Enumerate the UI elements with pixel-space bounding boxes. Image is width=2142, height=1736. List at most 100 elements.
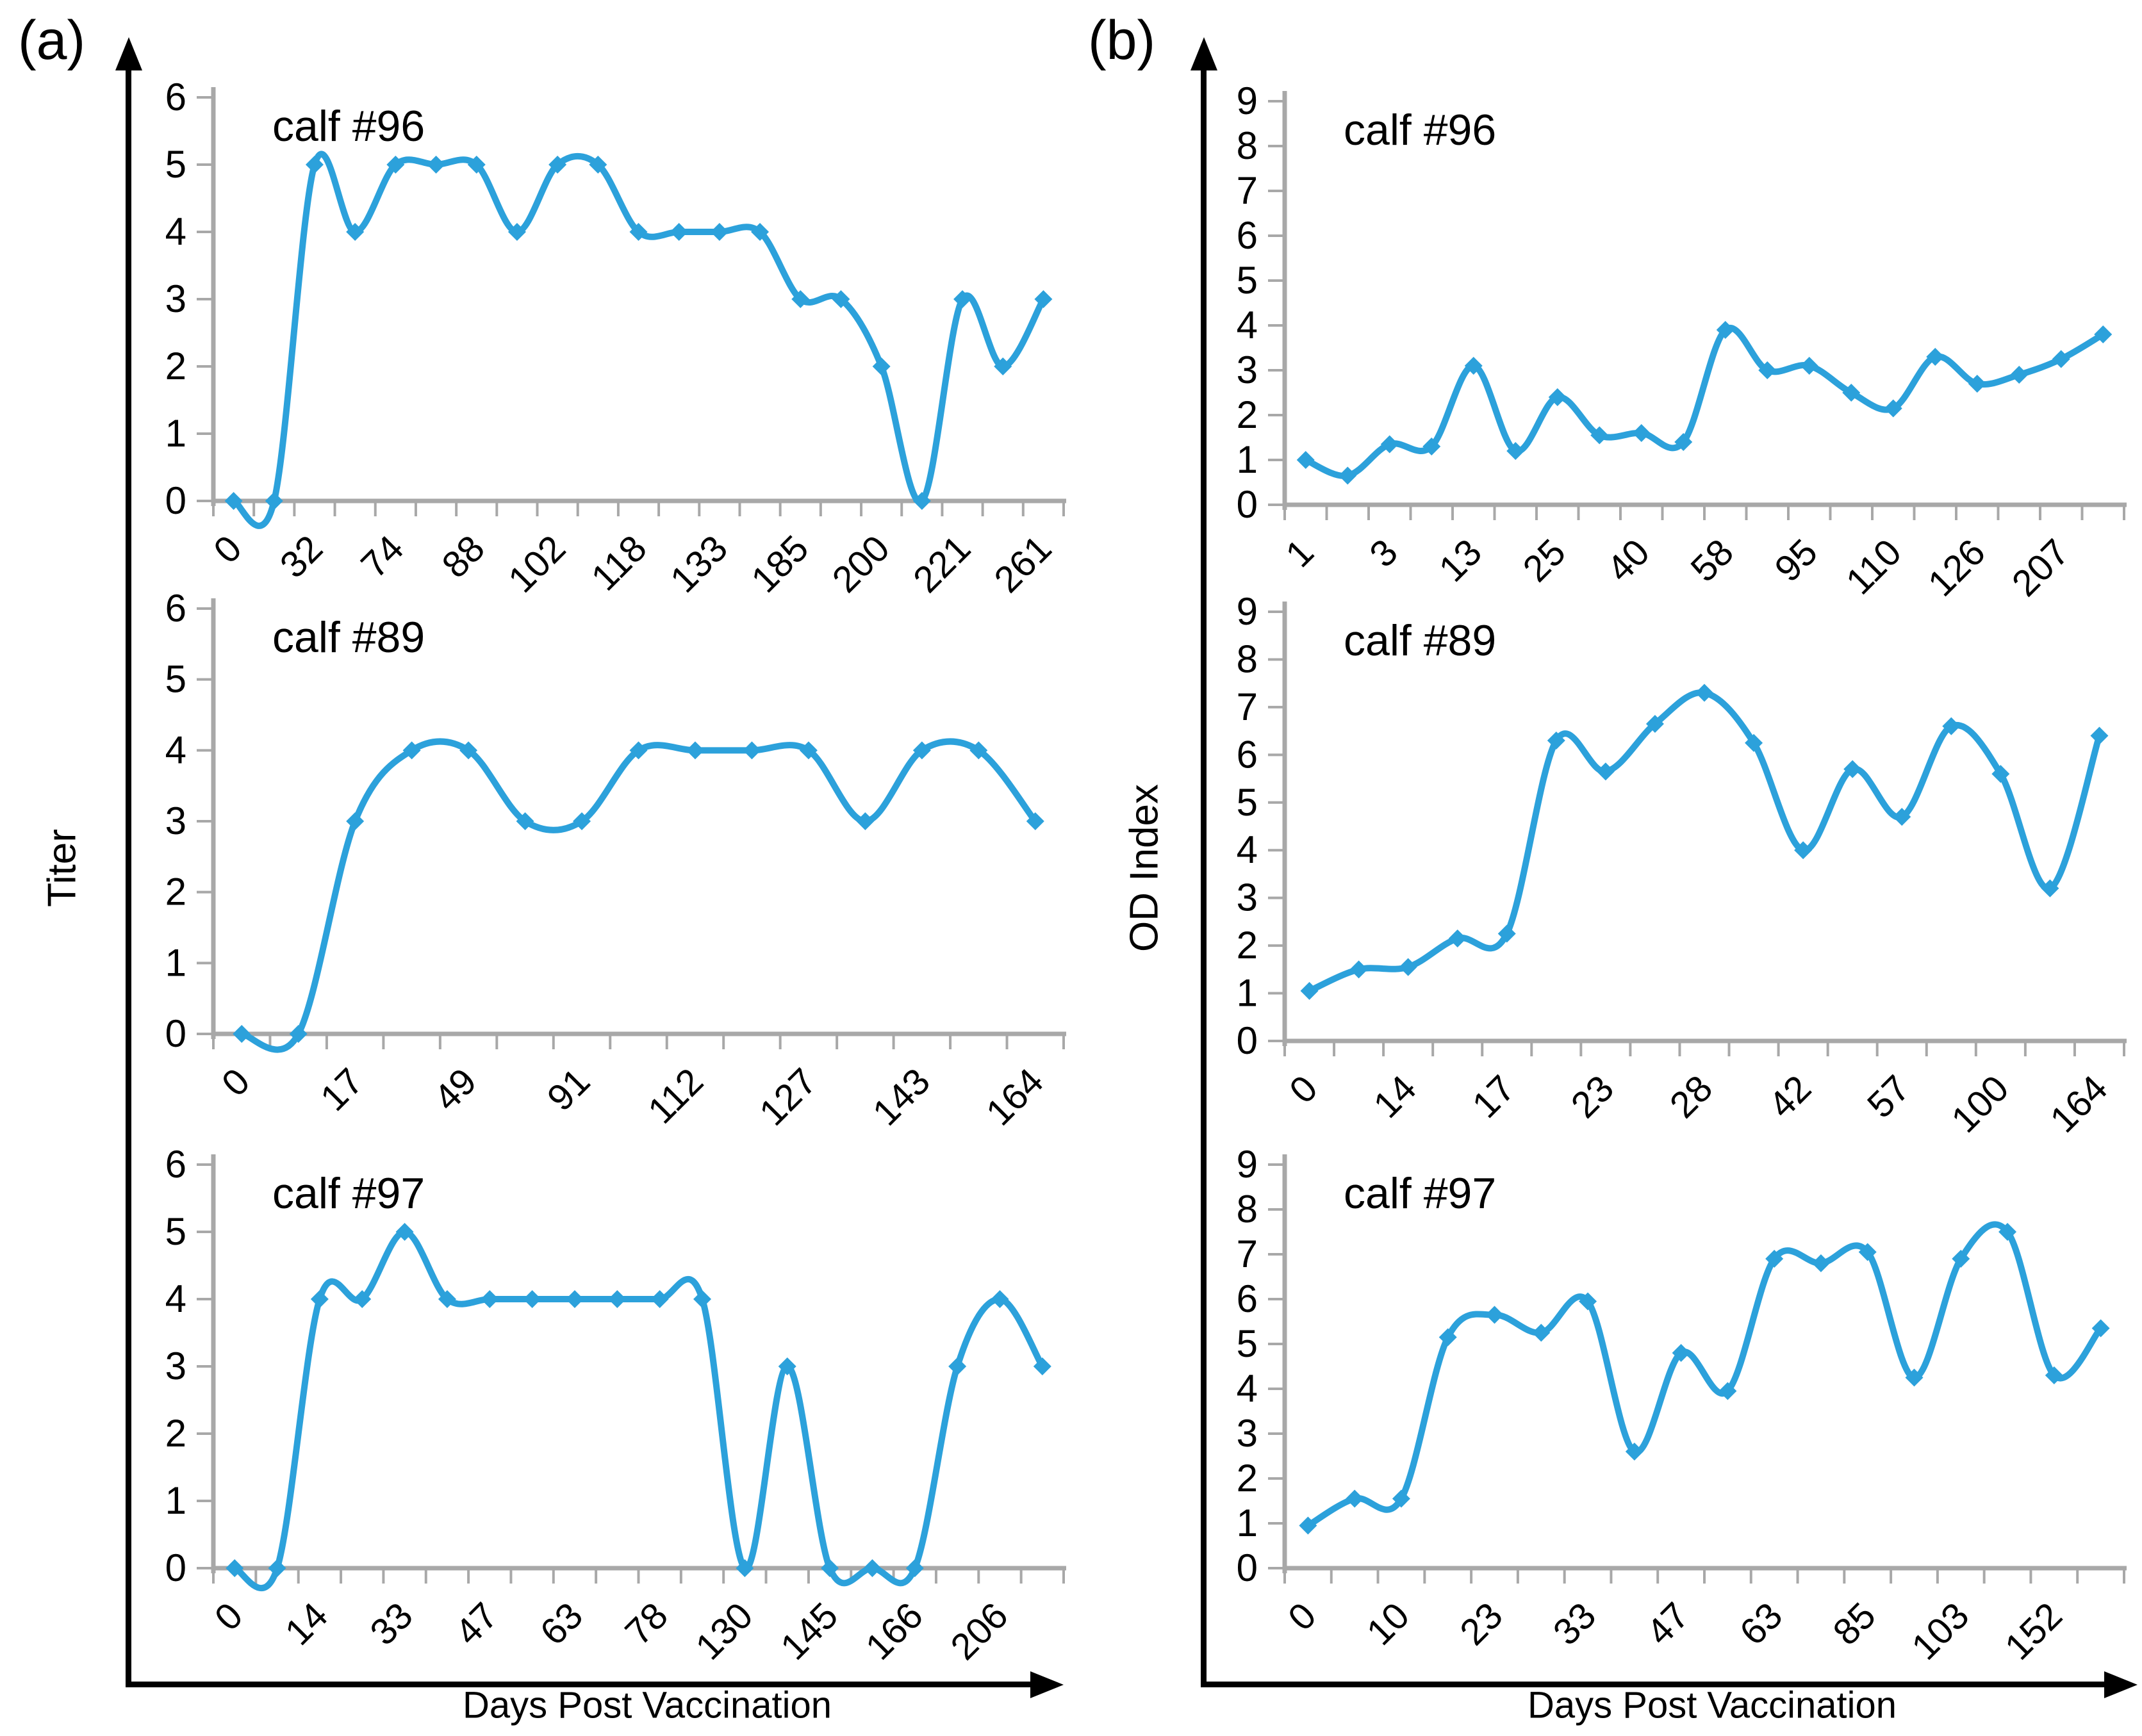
- y-tick-label: 2: [1237, 924, 1258, 967]
- data-point-marker: [1942, 717, 1961, 735]
- y-tick-label: 5: [1237, 1322, 1258, 1365]
- data-point-marker: [778, 1357, 796, 1375]
- data-point-marker: [1645, 714, 1664, 733]
- x-tick-label: 143: [865, 1060, 938, 1133]
- x-tick-label: 1: [1278, 531, 1322, 575]
- x-tick-label: 166: [858, 1594, 931, 1667]
- x-tick-label: 112: [640, 1060, 711, 1131]
- data-point-marker: [1422, 438, 1441, 455]
- y-tick-label: 0: [165, 1012, 186, 1055]
- data-point-marker: [1695, 684, 1713, 702]
- data-point-marker: [1590, 426, 1609, 445]
- data-point-marker: [346, 223, 365, 241]
- series-line: [1306, 689, 2103, 994]
- panel-a-x-axis-title: Days Post Vaccination: [463, 1684, 832, 1726]
- data-point-marker: [912, 741, 931, 760]
- data-point-marker: [2052, 350, 2070, 368]
- y-tick-label: 3: [1237, 876, 1258, 919]
- x-tick-label: 3: [1362, 531, 1406, 575]
- y-tick-label: 6: [165, 587, 186, 630]
- data-point-marker: [2090, 726, 2109, 745]
- data-point-marker: [953, 290, 972, 308]
- data-point-marker: [736, 1559, 754, 1577]
- x-tick-label: 33: [362, 1594, 421, 1653]
- x-tick-label: 130: [688, 1594, 761, 1667]
- y-tick-label: 1: [1237, 1502, 1258, 1544]
- panel-b-y-axis-title: OD Index: [1122, 784, 1167, 952]
- y-tick-label: 3: [165, 277, 186, 320]
- chart-title: calf #89: [272, 613, 425, 662]
- data-point-marker: [481, 1290, 499, 1308]
- data-point-marker: [629, 223, 648, 241]
- data-point-marker: [2091, 1319, 2110, 1338]
- data-point-marker: [912, 492, 931, 510]
- data-point-marker: [872, 357, 891, 375]
- y-tick-label: 5: [165, 1210, 186, 1253]
- data-point-marker: [353, 1290, 372, 1308]
- data-point-marker: [523, 1290, 541, 1308]
- x-tick-label: 17: [313, 1060, 372, 1119]
- panel-a-y-axis-title: Titer: [40, 829, 85, 907]
- data-point-marker: [268, 1559, 286, 1577]
- y-tick-label: 0: [1237, 1546, 1258, 1589]
- y-tick-label: 6: [1237, 733, 1258, 776]
- data-point-marker: [386, 156, 405, 174]
- data-point-marker: [507, 223, 526, 241]
- y-tick-label: 1: [165, 941, 186, 984]
- y-tick-label: 8: [1237, 637, 1258, 680]
- data-point-marker: [226, 1559, 244, 1577]
- y-tick-label: 6: [1237, 214, 1258, 257]
- data-point-marker: [1532, 1323, 1551, 1342]
- y-tick-label: 5: [1237, 781, 1258, 824]
- y-tick-label: 5: [1237, 259, 1258, 302]
- data-point-marker: [573, 812, 591, 830]
- data-point-marker: [1893, 808, 1911, 826]
- data-point-marker: [1745, 733, 1763, 752]
- data-point-marker: [991, 1290, 1009, 1308]
- y-tick-label: 4: [1237, 1367, 1258, 1410]
- y-tick-label: 3: [1237, 348, 1258, 391]
- data-point-marker: [863, 1559, 882, 1577]
- x-tick-label: 164: [978, 1060, 1051, 1133]
- data-point-marker: [224, 492, 243, 510]
- x-tick-label: 91: [540, 1060, 598, 1119]
- data-point-marker: [427, 156, 445, 174]
- data-point-marker: [1998, 1223, 2017, 1241]
- chart-title: calf #89: [1344, 616, 1496, 665]
- chart-title: calf #97: [1344, 1169, 1496, 1218]
- x-tick-label: 23: [1563, 1067, 1622, 1126]
- y-tick-label: 7: [1237, 169, 1258, 212]
- data-point-marker: [265, 492, 283, 510]
- x-tick-label: 10: [1359, 1594, 1418, 1653]
- y-tick-label: 4: [1237, 304, 1258, 347]
- data-point-marker: [2094, 325, 2113, 343]
- data-point-marker: [1399, 958, 1417, 976]
- chart-title: calf #96: [272, 102, 425, 151]
- data-point-marker: [1464, 357, 1483, 375]
- y-tick-label: 4: [165, 1277, 186, 1320]
- x-tick-label: 100: [1943, 1067, 2016, 1140]
- x-tick-label: 14: [1365, 1067, 1424, 1126]
- data-point-marker: [1674, 433, 1693, 451]
- data-point-marker: [589, 156, 607, 174]
- y-tick-label: 4: [165, 728, 186, 771]
- data-point-marker: [2010, 366, 2029, 384]
- y-tick-label: 6: [165, 76, 186, 119]
- y-tick-label: 2: [165, 345, 186, 388]
- y-tick-label: 1: [1237, 438, 1258, 481]
- series-line: [1305, 1221, 2104, 1529]
- x-tick-label: 0: [1280, 1594, 1324, 1639]
- data-point-marker: [1026, 812, 1044, 830]
- x-tick-label: 14: [277, 1594, 336, 1653]
- data-point-marker: [629, 741, 648, 760]
- data-point-marker: [548, 156, 567, 174]
- data-point-marker: [1339, 466, 1357, 485]
- panel-b-x-axis-arrow-line: [1201, 1682, 2105, 1687]
- data-point-marker: [395, 1223, 414, 1241]
- data-point-marker: [670, 223, 688, 241]
- data-point-marker: [1596, 762, 1615, 781]
